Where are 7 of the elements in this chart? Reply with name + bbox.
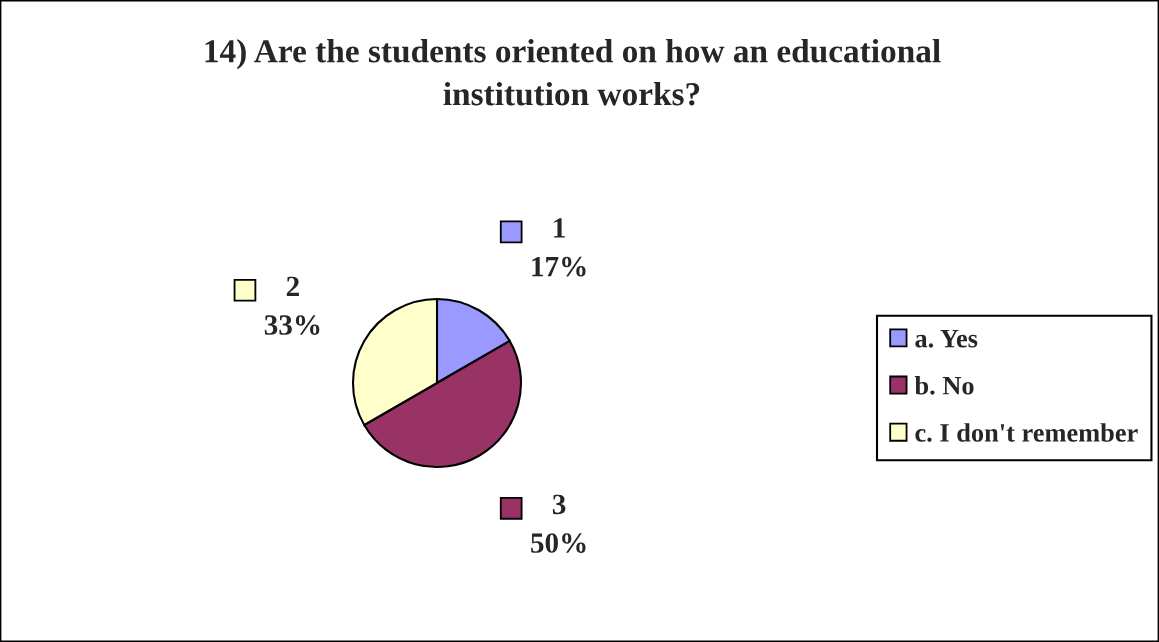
data-label: 3 50% [531,494,586,553]
legend-label: b. No [914,376,974,395]
legend-label: c. I don't remember [915,423,1138,442]
data-label: 2 33% [264,276,320,335]
chart-title: 14) Are the students oriented on how an educational institution works? [205,39,941,106]
data-label: 1 17% [532,218,586,277]
legend-label: a. Yes [915,329,978,348]
